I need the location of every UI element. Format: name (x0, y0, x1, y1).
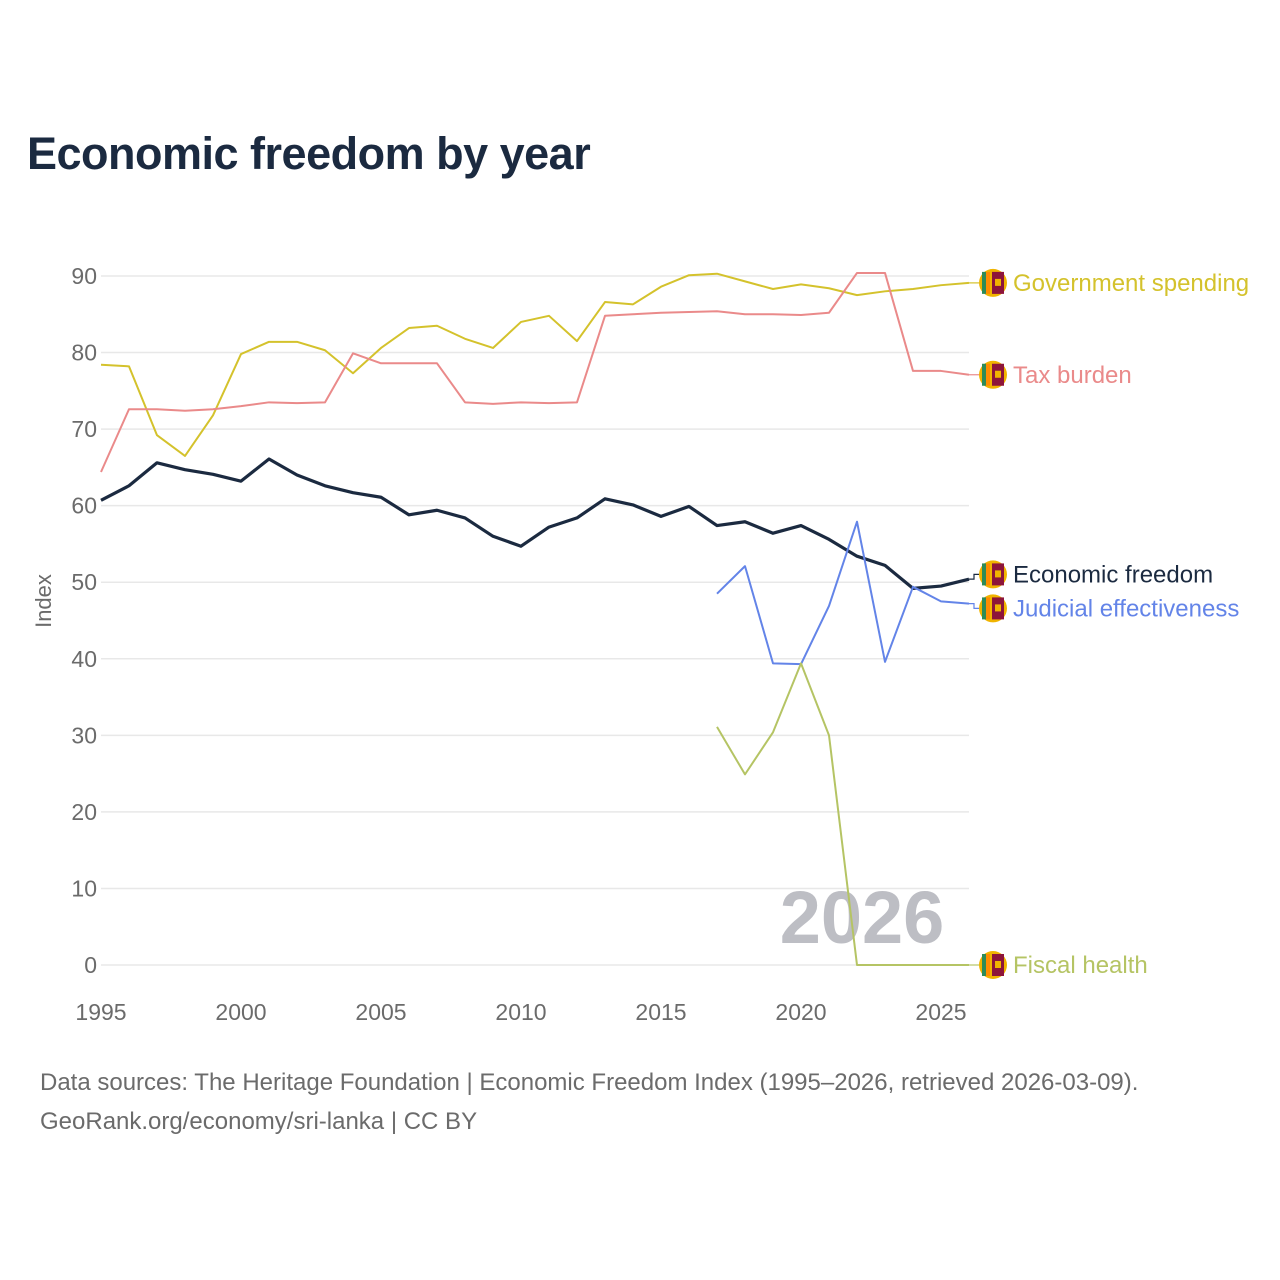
chart-title: Economic freedom by year (27, 128, 591, 179)
x-tick-label: 1995 (75, 999, 126, 1025)
end-label-government-spending: Government spending (1013, 270, 1249, 297)
flag-stripe-orange (986, 563, 990, 586)
x-tick-label: 2015 (635, 999, 686, 1025)
y-tick-label: 20 (71, 799, 97, 825)
x-tick-label: 2025 (915, 999, 966, 1025)
x-tick-label: 2000 (215, 999, 266, 1025)
series-line-fiscal-health (716, 662, 969, 966)
end-label-fiscal-health: Fiscal health (1013, 952, 1148, 979)
flag-stripe-orange (986, 271, 990, 294)
attribution-note: GeoRank.org/economy/sri-lanka | CC BY (40, 1108, 478, 1135)
y-tick-label: 70 (71, 416, 97, 442)
y-tick-label: 0 (84, 952, 97, 978)
x-tick-label: 2005 (355, 999, 406, 1025)
end-label-economic-freedom: Economic freedom (1013, 561, 1213, 588)
flag-stripe-green (982, 363, 986, 386)
y-tick-label: 60 (71, 493, 97, 519)
series-line-economic-freedom (100, 457, 970, 590)
end-label-judicial-effectiveness: Judicial effectiveness (1013, 595, 1239, 622)
x-tick-label: 2010 (495, 999, 546, 1025)
flag-stripe-orange (986, 363, 990, 386)
y-tick-label: 90 (71, 263, 97, 289)
flag-lion (995, 604, 1001, 612)
y-tick-label: 10 (71, 875, 97, 901)
label-connector (969, 603, 979, 610)
x-tick-label: 2020 (775, 999, 826, 1025)
y-tick-label: 40 (71, 646, 97, 672)
flag-stripe-orange (986, 954, 990, 976)
flag-lion (995, 278, 1001, 286)
y-axis-label: Index (31, 574, 56, 628)
flag-stripe-green (982, 271, 986, 294)
flag-lion (995, 570, 1001, 578)
y-tick-label: 30 (71, 722, 97, 748)
flag-stripe-orange (986, 597, 990, 620)
label-connector (969, 573, 979, 580)
flag-lion (995, 370, 1001, 378)
flag-stripe-green (982, 954, 986, 976)
data-source-note: Data sources: The Heritage Foundation | … (40, 1069, 1139, 1096)
end-label-tax-burden: Tax burden (1013, 362, 1132, 389)
year-watermark: 2026 (780, 876, 945, 959)
series-line-tax-burden (100, 271, 970, 473)
flag-lion (995, 961, 1001, 968)
y-tick-label: 80 (71, 340, 97, 366)
flag-stripe-green (982, 597, 986, 620)
y-tick-label: 50 (71, 569, 97, 595)
flag-stripe-green (982, 563, 986, 586)
series-line-judicial-effectiveness (716, 520, 970, 666)
series-line-government-spending (100, 272, 970, 457)
